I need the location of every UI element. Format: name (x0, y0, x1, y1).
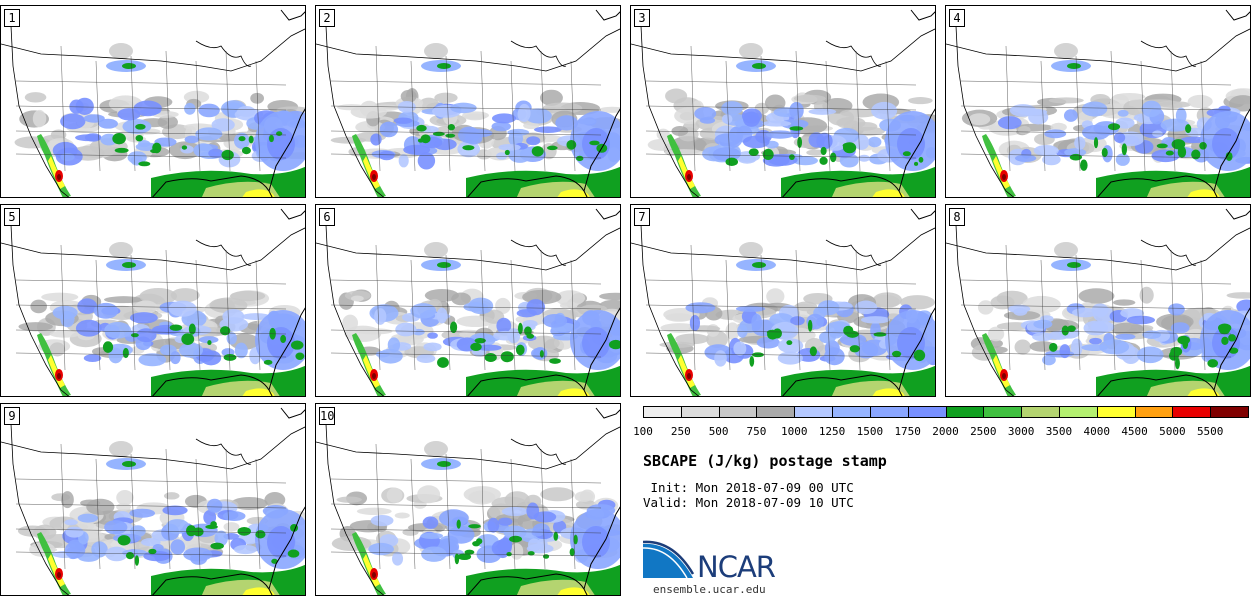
cape-map (1, 407, 305, 595)
colorbar-segment (869, 406, 909, 418)
colorbar-tick-label: 1750 (894, 425, 921, 438)
colorbar-segment (945, 406, 985, 418)
colorbar-segment (1096, 406, 1136, 418)
map-panel-7: 7 (630, 204, 936, 397)
colorbar-segment (1172, 406, 1212, 418)
map-panel-1: 1 (0, 5, 306, 198)
panel-label: 8 (949, 208, 965, 226)
panel-label: 2 (319, 9, 335, 27)
map-panel-2: 2 (315, 5, 621, 198)
colorbar-tick-label: 5500 (1196, 425, 1224, 438)
colorbar-tick-label: 500 (708, 425, 729, 438)
map-panel-6: 6 (315, 204, 621, 397)
panel-label: 9 (4, 407, 20, 425)
panel-label: 6 (319, 208, 335, 226)
ncar-logo-icon (643, 540, 695, 579)
colorbar-segment (1058, 406, 1098, 418)
colorbar-segment (643, 406, 682, 418)
url-text: ensemble.ucar.edu (653, 583, 766, 596)
colorbar-tick-label: 3500 (1045, 425, 1073, 438)
map-panel-10: 10 (315, 403, 621, 596)
panel-label: 1 (4, 9, 20, 27)
colorbar-segment (1134, 406, 1174, 418)
colorbar-tick-label: 1000 (781, 425, 808, 438)
map-panel-3: 3 (630, 5, 936, 198)
cape-map (1, 208, 305, 396)
colorbar-tick-label: 4000 (1083, 425, 1111, 438)
colorbar-tick-label: 2000 (932, 425, 959, 438)
colorbar (643, 406, 1249, 420)
colorbar-segment (756, 406, 796, 418)
colorbar-tick-label: 1250 (818, 425, 846, 438)
colorbar-segment (1021, 406, 1060, 418)
cape-map (316, 407, 620, 595)
colorbar-segment (1210, 406, 1249, 418)
panel-label: 5 (4, 208, 20, 226)
map-panel-4: 4 (945, 5, 1251, 198)
colorbar-segment (680, 406, 720, 418)
cape-map (631, 9, 935, 197)
panel-label: 10 (319, 407, 335, 425)
colorbar-tick-label: 5000 (1159, 425, 1186, 438)
colorbar-segment (832, 406, 871, 418)
map-panel-9: 9 (0, 403, 306, 596)
map-panel-8: 8 (945, 204, 1251, 397)
colorbar-tick-label: 100 (633, 425, 653, 438)
colorbar-segment (718, 406, 758, 418)
colorbar-segment (794, 406, 834, 418)
colorbar-tick-label: 2500 (970, 425, 997, 438)
cape-map (1, 9, 305, 197)
colorbar-tick-label: 1500 (856, 425, 884, 438)
panel-label: 7 (634, 208, 650, 226)
colorbar-tick-label: 3000 (1007, 425, 1035, 438)
logo-text: NCAR (697, 550, 776, 584)
colorbar-tick-label: 4500 (1121, 425, 1148, 438)
valid-time: Valid: Mon 2018-07-09 10 UTC (643, 495, 854, 510)
cape-map (316, 208, 620, 396)
init-time: Init: Mon 2018-07-09 00 UTC (643, 480, 854, 495)
panel-label: 4 (949, 9, 965, 27)
cape-map (946, 208, 1250, 396)
colorbar-segment (907, 406, 947, 418)
colorbar-tick-label: 250 (670, 425, 691, 438)
cape-map (946, 9, 1250, 197)
panel-label: 3 (634, 9, 650, 27)
cape-map (631, 208, 935, 396)
colorbar-tick-label: 750 (746, 425, 767, 438)
chart-title: SBCAPE (J/kg) postage stamp (643, 452, 887, 470)
map-panel-5: 5 (0, 204, 306, 397)
cape-map (316, 9, 620, 197)
colorbar-segment (983, 406, 1023, 418)
